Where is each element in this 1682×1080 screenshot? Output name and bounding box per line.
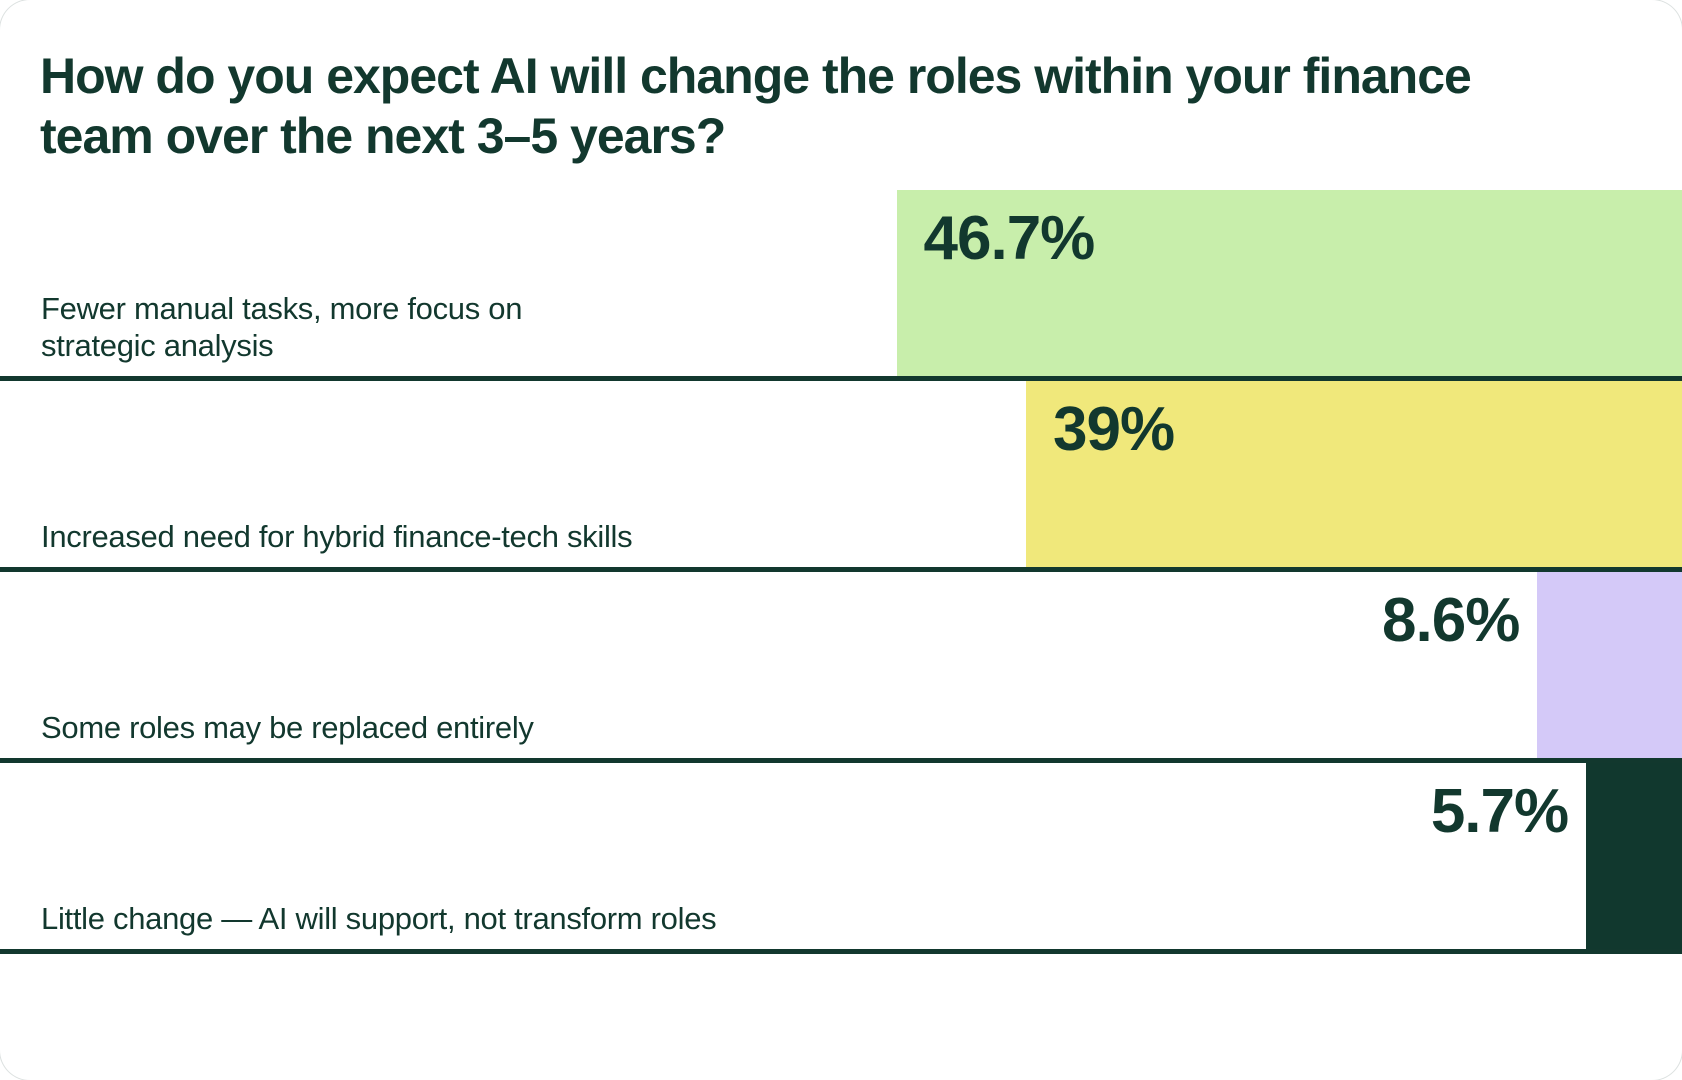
bar bbox=[896, 190, 1682, 376]
chart-title: How do you expect AI will change the rol… bbox=[0, 0, 1682, 166]
chart-row: 8.6% Some roles may be replaced entirely bbox=[0, 572, 1682, 763]
chart-row: 46.7% Fewer manual tasks, more focus on st… bbox=[0, 190, 1682, 381]
bar-category-label: Little change — AI will support, not tra… bbox=[41, 901, 717, 936]
bar bbox=[1586, 763, 1682, 949]
chart-row: 39% Increased need for hybrid finance-tec… bbox=[0, 381, 1682, 572]
card-footer-space bbox=[0, 954, 1682, 1036]
bar-category-label: Increased need for hybrid finance-tech s… bbox=[41, 519, 633, 554]
bar bbox=[1537, 572, 1682, 758]
bar-category-label: Fewer manual tasks, more focus on strateg… bbox=[41, 291, 523, 363]
bar-chart: 46.7% Fewer manual tasks, more focus on st… bbox=[0, 190, 1682, 954]
chart-title-line-1: How do you expect AI will change the rol… bbox=[40, 48, 1472, 104]
bar-value-label: 8.6% bbox=[1382, 586, 1520, 655]
bar-category-label: Some roles may be replaced entirely bbox=[41, 710, 534, 745]
bar-value-label: 5.7% bbox=[1430, 777, 1569, 846]
bar bbox=[1026, 381, 1682, 567]
bar-value-label: 39% bbox=[1053, 395, 1175, 464]
chart-title-line-2: team over the next 3–5 years? bbox=[40, 108, 726, 164]
chart-row: 5.7% Little change — AI will support, not… bbox=[0, 763, 1682, 954]
bar-value-label: 46.7% bbox=[923, 204, 1096, 273]
